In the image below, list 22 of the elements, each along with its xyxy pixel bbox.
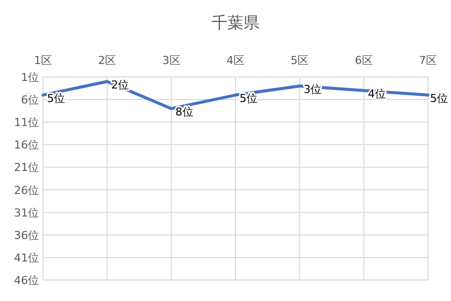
y-tick-label: 36位 [14,228,39,242]
x-tick-label: 3区 [162,54,180,67]
y-tick-label: 11位 [14,116,39,130]
x-tick-label: 1区 [34,54,52,67]
y-tick-label: 21位 [14,161,39,174]
data-label: 8位 [175,106,194,119]
y-tick-label: 41位 [14,251,39,264]
x-tick-label: 6区 [354,54,373,67]
data-label: 5位 [430,92,448,106]
data-label: 5位 [240,92,258,106]
data-label: 5位 [47,92,65,106]
y-tick-label: 31位 [14,206,39,220]
y-tick-label: 26位 [14,184,39,197]
x-tick-label: 2区 [98,54,116,67]
y-tick-label: 46位 [14,274,39,287]
x-tick-label: 4区 [226,54,244,67]
x-tick-label: 5区 [290,54,309,67]
y-tick-label: 6位 [21,94,39,107]
chart-title: 千葉県 [212,13,260,32]
y-tick-label: 16位 [14,138,39,152]
x-tick-label: 7区 [419,54,437,67]
y-tick-label: 1位 [21,71,39,84]
